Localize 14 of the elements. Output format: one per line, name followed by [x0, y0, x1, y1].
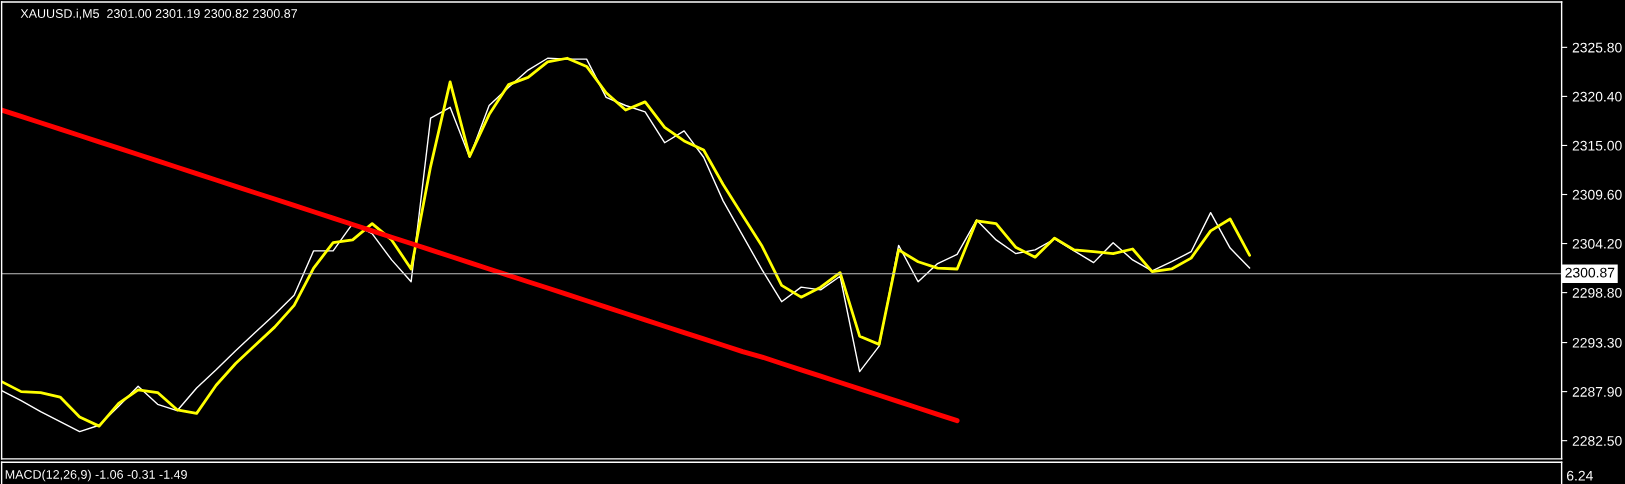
- y-tick-label: 2315.00: [1572, 140, 1622, 151]
- y-tick-label: 2287.90: [1572, 386, 1622, 397]
- y-tick-label: 2304.20: [1572, 238, 1622, 249]
- text: MACD(12,26,9) -1.06 -0.31 -1.49: [5, 469, 187, 482]
- line-series: [1, 107, 960, 424]
- text: 6.24: [1567, 470, 1593, 481]
- chart-title: XAUUSD.i,M5 2301.00 2301.19 2300.82 2300.87: [20, 8, 297, 20]
- y-tick-label: 2325.80: [1572, 42, 1622, 53]
- y-tick-label: 2282.50: [1572, 436, 1622, 446]
- y-tick-label: 2293.30: [1572, 337, 1622, 348]
- y-tick-label: 2298.80: [1572, 287, 1622, 298]
- y-tick-label: 2309.60: [1572, 189, 1622, 200]
- y-tick-label: 2320.40: [1572, 91, 1622, 102]
- ref-line-label: 2300.87: [1565, 267, 1615, 278]
